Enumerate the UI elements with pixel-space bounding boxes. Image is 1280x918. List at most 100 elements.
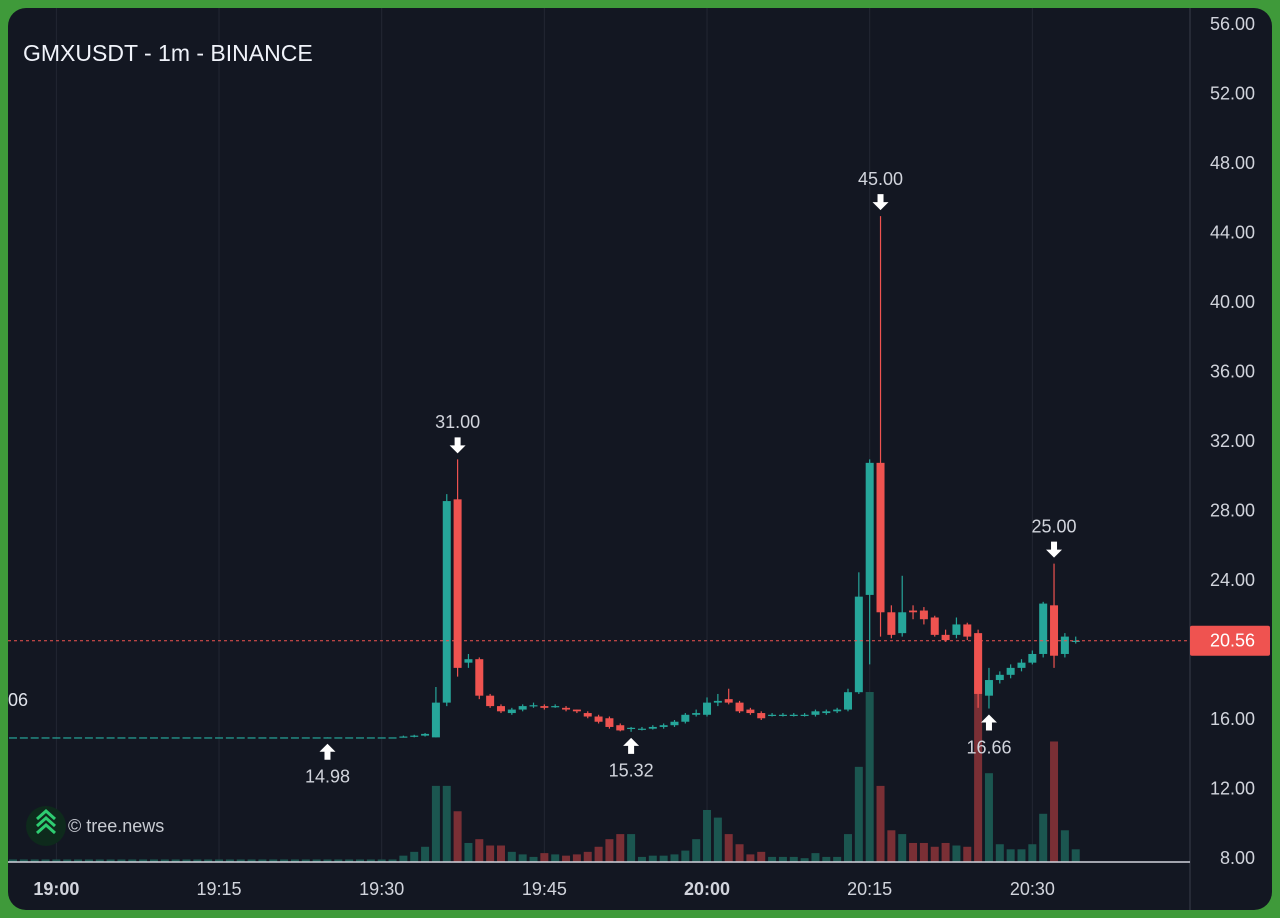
y-tick-label: 44.00 <box>1210 222 1255 242</box>
volume-bar <box>529 856 538 862</box>
volume-bar <box>833 856 842 862</box>
candle-body <box>128 737 137 739</box>
candle-body <box>898 612 907 634</box>
volume-bar <box>1017 849 1026 862</box>
candle-body <box>225 737 234 739</box>
candle-body <box>800 714 809 716</box>
candle-body <box>160 737 169 739</box>
candle-body <box>681 714 690 722</box>
annotations: 31.00 45.00 25.00 14.98 15.32 16.66 <box>305 169 1077 787</box>
volume-bar <box>312 859 321 862</box>
candle-body <box>713 700 722 703</box>
volume-bar <box>377 859 386 862</box>
candle-body <box>377 737 386 739</box>
volume-bar <box>63 859 72 862</box>
volume-bar <box>366 859 375 862</box>
volume-bar <box>215 859 224 862</box>
volume-bar <box>909 842 918 862</box>
candles <box>8 216 1190 739</box>
candle-body <box>312 737 321 739</box>
candle-body <box>648 726 657 729</box>
volume-bar <box>19 859 28 862</box>
candle-body <box>1060 636 1069 654</box>
candle-body <box>453 499 462 668</box>
volume-bar <box>843 834 852 862</box>
candle-body <box>822 711 831 714</box>
annotation-label: 45.00 <box>858 169 903 189</box>
volume-bar <box>540 853 549 862</box>
candle-body <box>345 737 354 739</box>
candle-body <box>811 711 820 715</box>
volume-bar <box>139 859 148 862</box>
volume-bar <box>431 785 440 862</box>
volume-bar <box>681 850 690 862</box>
volume-bar <box>410 851 419 862</box>
candle-body <box>843 692 852 710</box>
volume-bar <box>692 839 701 862</box>
annotation-arrow <box>319 743 336 760</box>
y-tick-label: 32.00 <box>1210 431 1255 451</box>
volume-bar <box>670 854 679 862</box>
y-tick-label: 24.00 <box>1210 570 1255 590</box>
candle-body <box>1017 662 1026 668</box>
candle-body <box>442 501 451 703</box>
candle-body <box>464 659 473 663</box>
chart-title: GMXUSDT - 1m - BINANCE <box>23 40 313 66</box>
candle-body <box>193 737 202 739</box>
candle-body <box>692 713 701 715</box>
grid <box>55 8 1033 862</box>
annotation-arrow <box>980 714 997 731</box>
volume-bar <box>898 834 907 862</box>
candle-body <box>757 713 766 719</box>
candle-body <box>789 714 798 716</box>
candle-body <box>659 725 668 727</box>
volume-bar <box>486 845 495 862</box>
y-tick-label: 56.00 <box>1210 14 1255 34</box>
volume-bar <box>984 773 993 862</box>
candle-body <box>30 737 39 739</box>
volume-bar <box>876 785 885 862</box>
volume-bar <box>496 845 505 862</box>
candle-body <box>984 680 993 696</box>
y-tick-label: 16.00 <box>1210 709 1255 729</box>
candle-body <box>627 727 636 730</box>
volume-bar <box>551 854 560 862</box>
volume-bar <box>269 859 278 862</box>
annotation-label: 14.98 <box>305 766 350 786</box>
y-tick-label: 52.00 <box>1210 83 1255 103</box>
candle-body <box>865 462 874 595</box>
volume-bar <box>778 856 787 862</box>
volume-bar <box>562 855 571 862</box>
candle-body <box>290 737 299 739</box>
candle-body <box>410 735 419 737</box>
volume-bar <box>1028 844 1037 862</box>
volume-bar <box>789 856 798 862</box>
candle-body <box>356 737 365 739</box>
volume-bar <box>225 859 234 862</box>
volume-bar <box>930 846 939 862</box>
candle-body <box>833 709 842 712</box>
x-tick-label: 20:15 <box>847 879 892 899</box>
candle-body <box>334 737 343 739</box>
candle-body <box>247 737 256 739</box>
volume-bar <box>399 855 408 862</box>
candle-body <box>919 610 928 620</box>
candle-body <box>388 737 397 739</box>
volume-bar <box>171 859 180 862</box>
volume-bar <box>453 811 462 862</box>
volume-bar <box>854 766 863 862</box>
volume-bar <box>1060 830 1069 862</box>
volume-bar <box>735 844 744 862</box>
candle-body <box>768 714 777 716</box>
volume-bar <box>746 854 755 862</box>
volume-bar <box>9 859 17 862</box>
volume-bar <box>106 859 115 862</box>
candle-body <box>496 706 505 712</box>
volume-bar <box>659 855 668 862</box>
candle-body <box>583 713 592 717</box>
candle-body <box>540 706 549 708</box>
candle-body <box>507 709 516 714</box>
volume-bar <box>1071 849 1080 862</box>
volume-bar <box>442 785 451 862</box>
volume-bar <box>334 859 343 862</box>
